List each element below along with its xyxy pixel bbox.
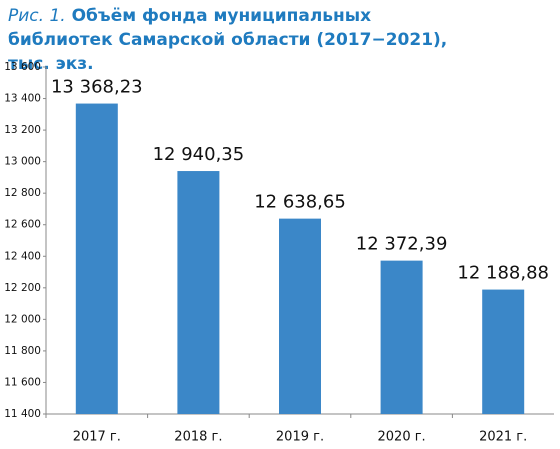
bar — [75, 103, 118, 414]
value-label: 12 372,39 — [356, 234, 448, 255]
value-label: 12 638,65 — [254, 192, 346, 213]
y-tick-label: 13 600 — [4, 61, 41, 73]
y-tick-label: 12 400 — [4, 250, 41, 262]
x-tick-label: 2019 г. — [276, 430, 324, 445]
chart-title: Объём фонда муниципальных библиотек Сама… — [8, 6, 448, 74]
y-tick-label: 13 000 — [4, 156, 41, 168]
y-tick-label: 11 600 — [4, 376, 41, 388]
bar — [380, 260, 423, 414]
y-tick-label: 12 800 — [4, 187, 41, 199]
x-tick-label: 2020 г. — [378, 430, 426, 445]
value-label: 12 940,35 — [153, 144, 245, 165]
x-tick-label: 2018 г. — [174, 430, 222, 445]
y-tick-label: 13 200 — [4, 124, 41, 136]
chart-title-block: Рис. 1. Объём фонда муниципальных библио… — [8, 4, 448, 76]
x-tick-label: 2017 г. — [73, 430, 121, 445]
bar — [482, 289, 525, 414]
y-tick-label: 12 000 — [4, 313, 41, 325]
x-tick-label: 2021 г. — [479, 430, 527, 445]
y-tick-label: 11 800 — [4, 345, 41, 357]
figure-label: Рис. 1. — [8, 6, 66, 26]
y-tick-label: 12 200 — [4, 282, 41, 294]
value-label: 12 188,88 — [457, 263, 549, 284]
y-tick-label: 13 400 — [4, 93, 41, 105]
y-tick-label: 11 400 — [4, 408, 41, 420]
value-label: 13 368,23 — [51, 77, 143, 98]
bar — [279, 218, 321, 414]
y-tick-label: 12 600 — [4, 219, 41, 231]
bar — [177, 171, 220, 414]
